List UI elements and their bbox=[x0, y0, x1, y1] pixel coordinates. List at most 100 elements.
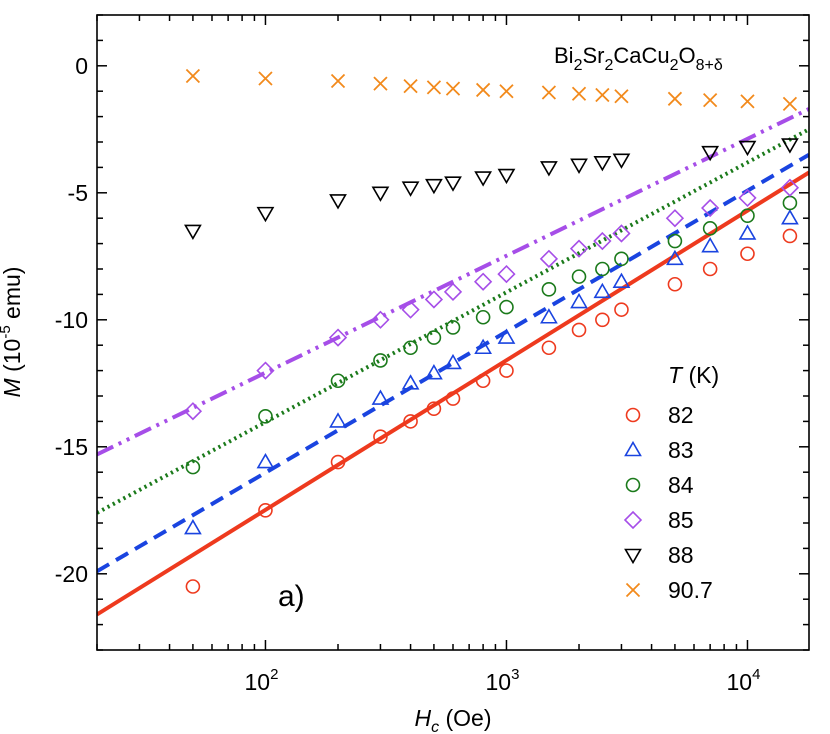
data-point-84 bbox=[614, 251, 629, 267]
data-point-85 bbox=[401, 300, 420, 319]
x-tick-label: 104 bbox=[727, 666, 761, 695]
x-tick-label: 103 bbox=[485, 666, 519, 695]
legend-marker-88 bbox=[624, 548, 642, 565]
data-point-82 bbox=[614, 302, 629, 317]
data-point-83 bbox=[401, 374, 420, 390]
data-point-85 bbox=[569, 239, 589, 258]
data-point-82 bbox=[475, 373, 491, 389]
data-point-83 bbox=[329, 412, 347, 428]
data-point-83 bbox=[474, 338, 492, 355]
data-point-85 bbox=[371, 310, 390, 329]
data-point-83 bbox=[540, 308, 558, 324]
data-point-88 bbox=[184, 224, 202, 241]
data-point-83 bbox=[425, 364, 443, 380]
data-point-84 bbox=[373, 353, 388, 368]
legend-marker-90.7 bbox=[625, 582, 641, 598]
data-point-90.7 bbox=[258, 71, 273, 86]
data-point-90.7 bbox=[571, 86, 587, 101]
data-point-88 bbox=[256, 206, 275, 223]
data-point-84 bbox=[185, 459, 201, 475]
data-point-84 bbox=[541, 282, 557, 297]
legend: T (K) 82 83 84 85 88 90.7 bbox=[623, 362, 719, 603]
data-point-90.7 bbox=[426, 80, 442, 95]
data-point-82 bbox=[667, 276, 683, 292]
data-point-84 bbox=[782, 195, 798, 211]
data-point-88 bbox=[612, 153, 631, 169]
data-point-90.7 bbox=[614, 89, 629, 104]
data-point-83 bbox=[781, 209, 799, 225]
data-point-90.7 bbox=[667, 91, 683, 106]
data-point-88 bbox=[444, 176, 462, 192]
data-point-84 bbox=[475, 309, 491, 325]
legend-marker-82 bbox=[625, 407, 641, 423]
data-points bbox=[183, 68, 800, 594]
fit-line-85 bbox=[97, 107, 809, 457]
legend-label-84: 84 bbox=[668, 472, 694, 498]
legend-marker-84 bbox=[625, 477, 641, 493]
data-point-84 bbox=[595, 261, 610, 277]
legend-marker-83 bbox=[624, 440, 642, 457]
data-point-83 bbox=[371, 389, 390, 405]
data-point-85 bbox=[256, 361, 275, 380]
data-point-84 bbox=[740, 208, 755, 223]
compound-annotation: Bi2Sr2CaCu2O8+δ bbox=[554, 43, 723, 74]
data-point-82 bbox=[702, 261, 718, 277]
data-point-82 bbox=[571, 322, 587, 338]
data-point-90.7 bbox=[445, 81, 461, 96]
data-point-88 bbox=[540, 161, 558, 177]
data-point-85 bbox=[780, 178, 800, 197]
data-point-82 bbox=[595, 312, 610, 328]
data-point-84 bbox=[499, 299, 514, 315]
data-point-84 bbox=[330, 373, 346, 389]
data-point-88 bbox=[401, 181, 420, 197]
legend-label-82: 82 bbox=[668, 402, 694, 428]
data-point-90.7 bbox=[403, 78, 418, 94]
data-point-83 bbox=[444, 353, 462, 370]
data-point-82 bbox=[499, 363, 514, 378]
data-point-84 bbox=[571, 269, 587, 284]
data-point-88 bbox=[425, 178, 443, 195]
y-tick-label: -5 bbox=[68, 180, 88, 206]
data-point-88 bbox=[593, 156, 612, 172]
data-point-82 bbox=[403, 414, 418, 429]
axis-labels: 102 103 104 0 -5 -10 -15 -20 Hc (Oe) M (10-5 emu) bbox=[0, 53, 760, 734]
data-point-85 bbox=[612, 224, 631, 243]
data-point-85 bbox=[593, 231, 612, 251]
axis-ticks bbox=[96, 14, 809, 651]
plot-frame bbox=[96, 14, 810, 651]
x-axis-label: Hc (Oe) bbox=[414, 705, 491, 734]
legend-label-88: 88 bbox=[668, 542, 694, 568]
data-point-90.7 bbox=[373, 76, 388, 91]
data-point-83 bbox=[701, 237, 720, 253]
data-point-85 bbox=[539, 249, 559, 268]
data-point-82 bbox=[258, 502, 273, 518]
data-point-85 bbox=[738, 188, 757, 208]
data-point-84 bbox=[702, 221, 718, 236]
data-point-83 bbox=[256, 452, 275, 469]
data-point-85 bbox=[183, 402, 203, 421]
legend-marker-85 bbox=[623, 510, 643, 530]
legend-label-83: 83 bbox=[668, 437, 694, 463]
data-point-90.7 bbox=[740, 94, 755, 109]
fit-line-82 bbox=[97, 170, 809, 617]
data-point-82 bbox=[740, 246, 755, 262]
data-point-88 bbox=[497, 168, 516, 185]
y-axis-label: M (10-5 emu) bbox=[0, 267, 25, 398]
data-point-85 bbox=[473, 272, 493, 291]
legend-label-90.7: 90.7 bbox=[668, 577, 713, 603]
data-point-83 bbox=[184, 518, 202, 535]
data-point-83 bbox=[593, 282, 612, 299]
data-point-82 bbox=[373, 429, 388, 444]
y-tick-label: -20 bbox=[55, 561, 88, 587]
x-tick-label: 102 bbox=[244, 666, 278, 695]
data-point-82 bbox=[445, 391, 461, 406]
data-point-90.7 bbox=[330, 73, 346, 89]
legend-label-85: 85 bbox=[668, 507, 694, 533]
data-point-82 bbox=[426, 401, 442, 417]
data-point-83 bbox=[612, 272, 631, 289]
data-point-85 bbox=[424, 290, 444, 309]
data-point-82 bbox=[541, 340, 557, 356]
data-point-85 bbox=[328, 328, 348, 347]
data-point-88 bbox=[701, 145, 720, 162]
